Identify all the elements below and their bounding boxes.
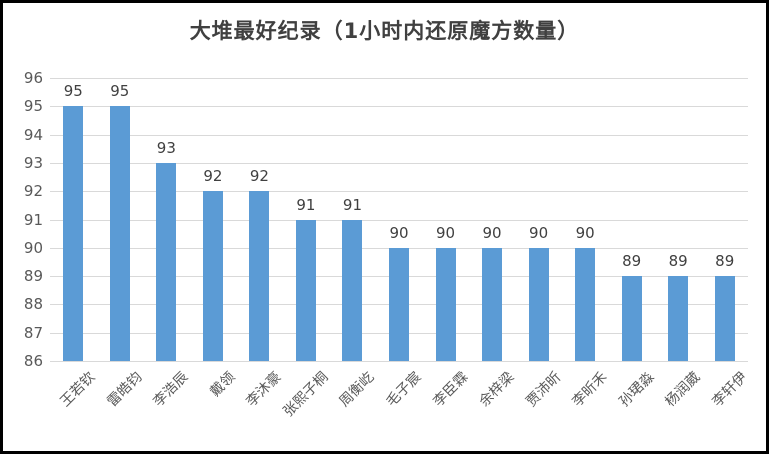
gridline bbox=[50, 134, 748, 136]
y-axis-tick-label: 87 bbox=[23, 323, 43, 342]
bar bbox=[295, 219, 316, 361]
bar-value-label: 89 bbox=[715, 252, 735, 271]
bar-value-label: 92 bbox=[203, 167, 223, 186]
bar bbox=[621, 276, 642, 361]
chart-title: 大堆最好纪录（1小时内还原魔方数量） bbox=[189, 19, 580, 43]
bar bbox=[202, 191, 223, 361]
gridline bbox=[50, 219, 748, 221]
bar bbox=[63, 106, 84, 361]
y-axis-tick-label: 86 bbox=[23, 352, 43, 370]
bar bbox=[156, 162, 177, 361]
bar-value-label: 91 bbox=[342, 195, 362, 214]
bar-value-label: 89 bbox=[622, 252, 642, 271]
gridline bbox=[50, 162, 748, 164]
y-axis-tick-label: 91 bbox=[23, 210, 43, 229]
bar-value-label: 95 bbox=[110, 82, 130, 101]
bar bbox=[109, 106, 130, 361]
bar-value-label: 90 bbox=[529, 223, 549, 242]
gridline bbox=[50, 106, 748, 108]
bar bbox=[714, 276, 735, 361]
gridline bbox=[50, 191, 748, 193]
bar bbox=[668, 276, 689, 361]
bar-value-label: 90 bbox=[575, 223, 595, 242]
gridline bbox=[50, 78, 748, 79]
y-axis-tick-label: 94 bbox=[23, 125, 43, 144]
y-axis-tick-label: 90 bbox=[23, 238, 43, 257]
bar-value-label: 91 bbox=[296, 195, 316, 214]
y-axis-tick-label: 93 bbox=[23, 153, 43, 172]
plot-area bbox=[50, 78, 748, 362]
bar-value-label: 90 bbox=[389, 223, 409, 242]
bar bbox=[249, 191, 270, 361]
y-axis-tick-label: 96 bbox=[23, 69, 43, 87]
bar-value-label: 90 bbox=[435, 223, 456, 242]
bar bbox=[575, 247, 596, 361]
bar bbox=[389, 247, 409, 361]
bar-value-label: 89 bbox=[668, 252, 688, 271]
gridline bbox=[50, 361, 748, 362]
bar bbox=[435, 247, 456, 361]
bar-value-label: 93 bbox=[156, 138, 176, 157]
y-axis-tick-label: 92 bbox=[23, 182, 43, 201]
bar-value-label: 95 bbox=[63, 82, 83, 101]
y-axis-tick-label: 89 bbox=[23, 267, 43, 286]
y-axis-tick-label: 88 bbox=[23, 295, 43, 314]
bar-value-label: 92 bbox=[249, 167, 269, 186]
bar bbox=[528, 247, 549, 361]
bar bbox=[482, 247, 503, 361]
bar bbox=[342, 219, 363, 361]
bar-value-label: 90 bbox=[482, 223, 502, 242]
y-axis-tick-label: 95 bbox=[23, 97, 43, 116]
